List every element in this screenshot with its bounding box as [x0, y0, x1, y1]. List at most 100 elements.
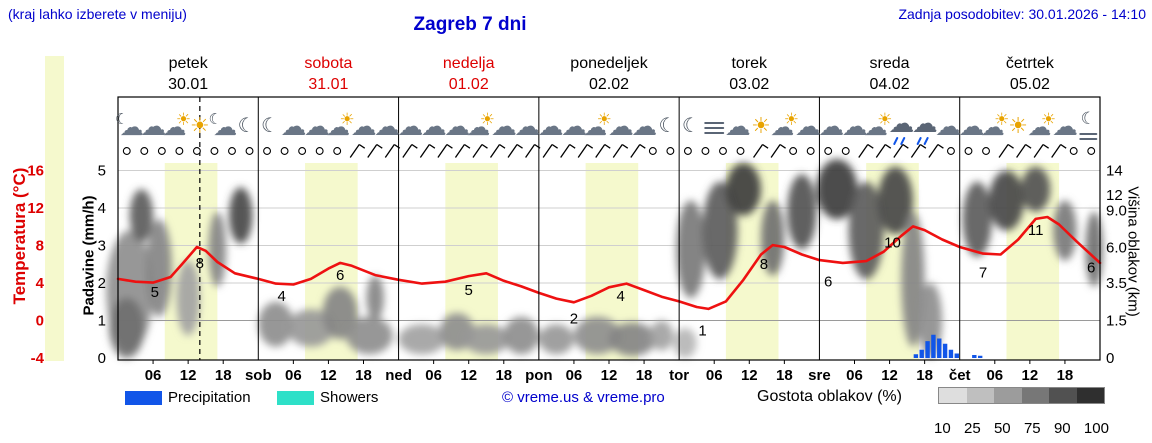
- cloud-blob: [345, 316, 393, 355]
- cloud-tick-label: 14: [1106, 163, 1123, 180]
- day-name-label: sobota: [304, 55, 352, 72]
- hour-label: 06: [145, 367, 162, 384]
- hour-label: 18: [495, 367, 512, 384]
- hour-label: 12: [1022, 367, 1039, 384]
- wind-calm-icon: [824, 147, 833, 155]
- wind-barb-icon: [411, 143, 418, 149]
- hour-label: 06: [846, 367, 863, 384]
- cloud-scale-value: 10: [934, 420, 951, 437]
- cloud-blob: [366, 275, 384, 321]
- hour-label: 06: [986, 367, 1003, 384]
- wind-barb-icon: [376, 143, 383, 149]
- cloud-blob: [676, 200, 706, 298]
- moon-icon: ☾: [658, 113, 676, 137]
- wind-barb-icon: [1016, 144, 1027, 158]
- wind-barb-icon: [525, 144, 536, 158]
- cloud-tick-label: 3.5: [1106, 275, 1127, 292]
- cloud-blob: [503, 316, 539, 355]
- cloud-icon: ☁: [608, 112, 634, 142]
- hour-label: 18: [636, 367, 653, 384]
- cloud-scale-value: 75: [1023, 420, 1041, 437]
- daylight-strip: [45, 56, 64, 361]
- sun-cloud-icon: ☀: [1041, 110, 1056, 130]
- day-abbrev-label: pon: [525, 367, 553, 384]
- moon-icon: ☾: [238, 113, 256, 137]
- wind-barb-icon: [902, 143, 909, 149]
- temperature-label: 2: [570, 310, 578, 327]
- wind-calm-icon: [982, 147, 990, 155]
- wind-barb-icon: [867, 143, 874, 149]
- cloud-icon: ☁: [351, 112, 377, 142]
- wind-barb-icon: [630, 144, 641, 158]
- cloud-tick-label: 0: [1106, 350, 1114, 367]
- sun-cloud-icon: ☁: [466, 113, 490, 141]
- precipitation-bar: [954, 353, 959, 358]
- cloud-icon: ☁: [725, 112, 751, 142]
- cloud-scale-segment: [1021, 388, 1049, 403]
- hour-label: 06: [566, 367, 583, 384]
- wind-barb-icon: [770, 144, 781, 158]
- cloud-blob: [848, 181, 884, 280]
- wind-barb-icon: [1025, 143, 1032, 149]
- day-name-label: nedelja: [443, 55, 495, 72]
- wind-calm-icon: [946, 147, 955, 155]
- day-abbrev-label: sre: [808, 367, 831, 384]
- wind-barb-icon: [998, 144, 1009, 158]
- copyright-link[interactable]: © vreme.us & vreme.pro: [502, 389, 665, 406]
- wind-barb-icon: [753, 144, 764, 158]
- wind-barb-icon: [481, 143, 488, 149]
- sun-cloud-icon: ☁: [770, 113, 794, 141]
- wind-barb-icon: [1042, 143, 1049, 149]
- day-name-label: sreda: [870, 55, 910, 72]
- wind-barb-icon: [595, 144, 606, 158]
- temperature-label: 4: [277, 288, 285, 305]
- wind-barb-icon: [507, 144, 518, 158]
- hour-label: 12: [460, 367, 477, 384]
- cloud-icon: ☁: [304, 112, 330, 142]
- wind-barb-icon: [875, 144, 886, 158]
- rain-cloud-icon: [923, 137, 929, 145]
- precip-tick-label: 1: [98, 313, 106, 330]
- wind-barb-icon: [884, 143, 892, 149]
- day-abbrev-label: sob: [245, 367, 272, 384]
- cloud-tick-label: 1.5: [1106, 313, 1127, 330]
- cloud-scale-segment: [966, 388, 994, 403]
- wind-calm-icon: [806, 147, 815, 155]
- cloud-blob: [760, 200, 785, 276]
- wind-calm-icon: [175, 147, 184, 155]
- sun-cloud-icon: ☁: [981, 113, 1005, 141]
- wind-barb-icon: [779, 143, 786, 149]
- wind-barb-icon: [489, 144, 501, 158]
- cloud-icon: ☁: [280, 112, 306, 142]
- showers-swatch: [277, 391, 314, 405]
- cloud-icon: ☁: [491, 112, 517, 142]
- day-abbrev-label: ned: [385, 367, 412, 384]
- wind-barb-icon: [446, 143, 453, 149]
- wind-calm-icon: [122, 147, 131, 155]
- cloud-blob: [816, 159, 858, 220]
- sun-icon: ☀: [751, 114, 771, 139]
- wind-calm-icon: [228, 147, 236, 155]
- temperature-curve: [116, 215, 1102, 311]
- sun-icon: ☀: [190, 114, 210, 139]
- cloud-icon: ☁: [1052, 112, 1078, 142]
- sun-cloud-icon: ☀: [339, 110, 354, 130]
- cloud-icon: ☁: [444, 112, 470, 142]
- wind-calm-icon: [333, 147, 342, 155]
- wind-barb-icon: [402, 144, 413, 158]
- wind-barb-icon: [1051, 144, 1062, 158]
- day-abbrev-label: čet: [949, 367, 971, 384]
- rain-cloud-icon: ☁: [912, 109, 938, 139]
- sun-cloud-icon: ☀: [784, 110, 799, 130]
- wind-barb-icon: [367, 144, 378, 158]
- wind-barb-icon: [937, 143, 944, 149]
- day-name-label: četrtek: [1006, 55, 1055, 72]
- moon-cloud-icon: ☁: [213, 113, 237, 141]
- temperature-label: 7: [979, 264, 987, 281]
- wind-barb-icon: [1060, 143, 1067, 149]
- wind-calm-icon: [648, 147, 657, 155]
- wind-calm-icon: [736, 147, 745, 155]
- temperature-label: 10: [884, 234, 901, 251]
- sun-icon: ☀: [1008, 114, 1028, 139]
